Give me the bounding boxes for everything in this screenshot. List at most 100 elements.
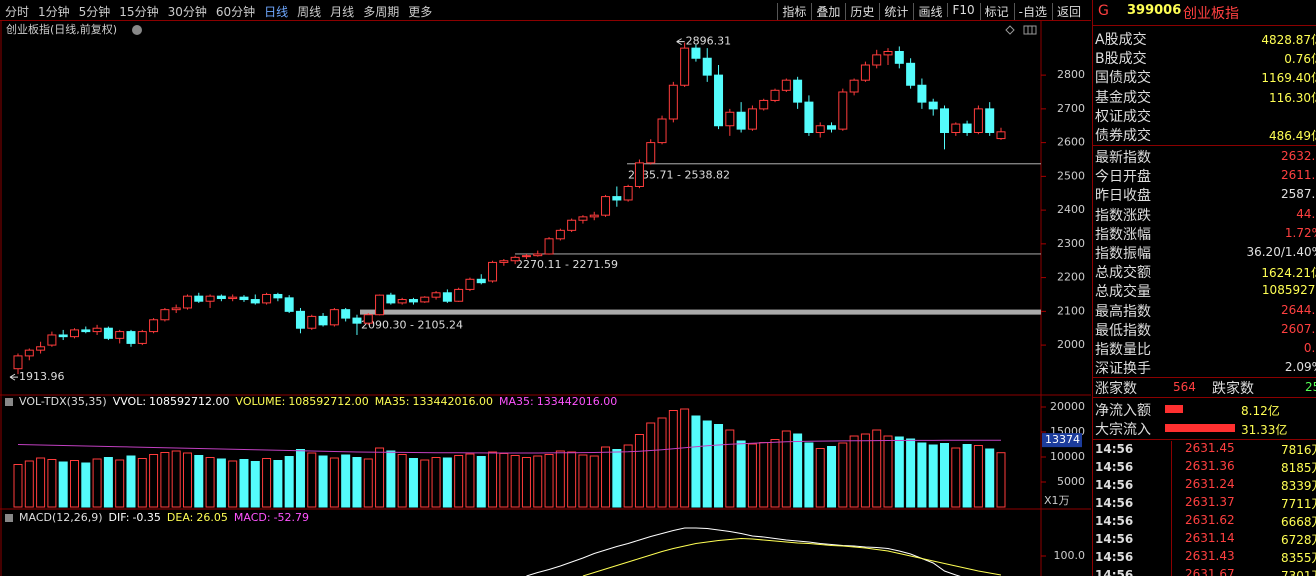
tick-price: 2631.62	[1185, 513, 1235, 527]
flow-label: 净流入额	[1095, 403, 1151, 419]
menu-icon[interactable]	[132, 25, 142, 35]
period-tab[interactable]: 周线	[297, 5, 322, 19]
candle-body	[872, 54, 882, 66]
stat-label: 指数涨幅	[1095, 226, 1151, 243]
flow-bar	[1165, 405, 1184, 413]
stat-row: 基金成交 116.30亿	[1095, 87, 1316, 106]
candle-body	[928, 101, 938, 110]
tool-button[interactable]: 画线	[913, 3, 942, 20]
stat-row: 国债成交 1169.40亿	[1095, 67, 1316, 86]
volume-bar	[544, 454, 554, 508]
stat-row: 指数量比 0.9	[1095, 339, 1316, 358]
tick-time: 14:56	[1095, 568, 1134, 576]
stat-value: 36.20/1.40%	[1246, 245, 1316, 259]
period-tab[interactable]: 30分钟	[167, 5, 207, 19]
flow-bar	[1165, 424, 1235, 433]
volume-bar	[363, 458, 373, 508]
ma-line	[17, 439, 1001, 454]
stat-row: 最新指数 2632.4	[1095, 147, 1316, 166]
candle-body	[510, 256, 520, 262]
stat-value: 0.76亿	[1284, 52, 1316, 67]
readout-name: MACD:	[234, 511, 271, 524]
tool-button[interactable]: 历史	[845, 3, 874, 20]
down-count: 25	[1305, 380, 1316, 394]
tool-button[interactable]: 叠加	[811, 3, 840, 20]
volume-bar	[940, 443, 950, 508]
volume-bar	[375, 447, 385, 508]
stat-row: 昨日收盘 2587.8	[1095, 185, 1316, 204]
period-tab[interactable]: 日线	[264, 5, 289, 19]
tool-button[interactable]: -自选	[1013, 3, 1047, 20]
candle-body	[454, 288, 464, 302]
tick-price: 2631.36	[1185, 459, 1235, 473]
candle-body	[408, 299, 418, 303]
icon[interactable]	[1005, 25, 1015, 35]
tick-row: 14:56 2631.36 8185万	[1095, 459, 1316, 478]
y-tick-label: 2600	[1057, 136, 1085, 149]
volume-bar	[906, 438, 916, 508]
candle-body	[601, 196, 611, 216]
candle-body	[363, 314, 373, 324]
candle-body	[702, 57, 712, 76]
candle-body	[838, 91, 848, 130]
volume-bar	[58, 461, 68, 508]
tick-time: 14:56	[1095, 514, 1134, 528]
stat-label: 国债成交	[1095, 70, 1151, 87]
candle-body	[307, 315, 317, 329]
candle-body	[544, 238, 554, 255]
tool-button[interactable]: 统计	[879, 3, 908, 20]
period-tab[interactable]: 更多	[408, 5, 433, 19]
candle-body	[295, 310, 305, 329]
tick-time: 14:56	[1095, 442, 1134, 456]
candle-body	[657, 118, 667, 144]
flow-row: 净流入额 8.12亿	[1095, 400, 1316, 419]
chart: 创业板指(日线,前复权) 2000 2100 2200 2300 2400 2500 260…	[0, 21, 1091, 576]
volume-bar	[691, 415, 701, 508]
volume-bar	[996, 452, 1006, 508]
candle-body	[985, 108, 995, 133]
stat-value: 1169.40亿	[1261, 71, 1316, 86]
stat-label: B股成交	[1095, 51, 1147, 68]
candle-body	[284, 297, 294, 312]
volume-bar	[680, 408, 690, 508]
period-tab[interactable]: 分时	[5, 5, 30, 19]
period-tab[interactable]: 多周期	[363, 5, 400, 19]
volume-bar	[804, 442, 814, 508]
y-tick-label: 2200	[1057, 271, 1085, 284]
cursor-box	[1042, 433, 1082, 448]
volume-bar	[329, 457, 339, 508]
candle-body	[827, 125, 837, 130]
unit-label: X1万	[1044, 494, 1070, 507]
volume-bar	[567, 451, 577, 508]
tool-button[interactable]: F10	[947, 3, 975, 17]
stat-row: 最低指数 2607.8	[1095, 320, 1316, 339]
readout-name: MA35:	[375, 395, 410, 408]
volume-bar	[465, 453, 475, 508]
separator	[1171, 441, 1172, 576]
stat-row: 权证成交	[1095, 106, 1316, 125]
stat-value: 2611.5	[1281, 168, 1316, 183]
candle-body	[126, 331, 136, 344]
tick-time: 14:56	[1095, 460, 1134, 474]
stat-row: 债券成交 486.49亿	[1095, 125, 1316, 144]
separator	[1093, 25, 1316, 26]
period-tab[interactable]: 月线	[330, 5, 355, 19]
tool-button[interactable]: 指标	[777, 3, 806, 20]
volume-bar	[13, 464, 23, 508]
volume-bar	[827, 446, 837, 508]
period-tab[interactable]: 1分钟	[38, 5, 70, 19]
y-tick-label: 20000	[1050, 400, 1085, 413]
period-tab[interactable]: 60分钟	[215, 5, 256, 19]
candle-body	[488, 261, 498, 282]
candle-body	[341, 309, 351, 319]
tool-button[interactable]: 返回	[1051, 3, 1081, 20]
level-label: 2535.71 - 2538.82	[628, 168, 730, 181]
stat-row: B股成交 0.76亿	[1095, 48, 1316, 67]
tool-button[interactable]: 标记	[979, 3, 1009, 20]
stat-value: 1.72%	[1284, 225, 1316, 240]
icon[interactable]	[1027, 25, 1037, 35]
period-tab[interactable]: 5分钟	[78, 5, 111, 19]
period-tab[interactable]: 15分钟	[119, 5, 159, 19]
volume-bar	[341, 454, 351, 508]
stat-label: 债券成交	[1095, 128, 1151, 144]
